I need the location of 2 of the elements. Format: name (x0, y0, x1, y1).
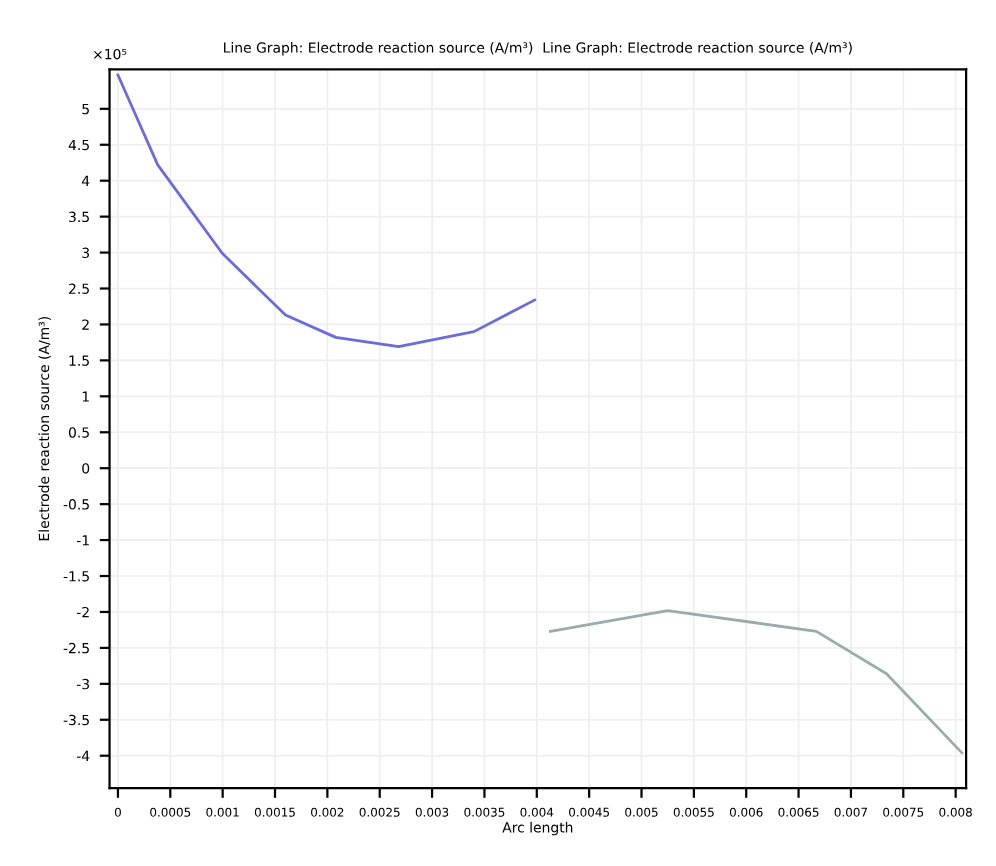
line-series (549, 609, 964, 755)
line-series (116, 73, 537, 349)
